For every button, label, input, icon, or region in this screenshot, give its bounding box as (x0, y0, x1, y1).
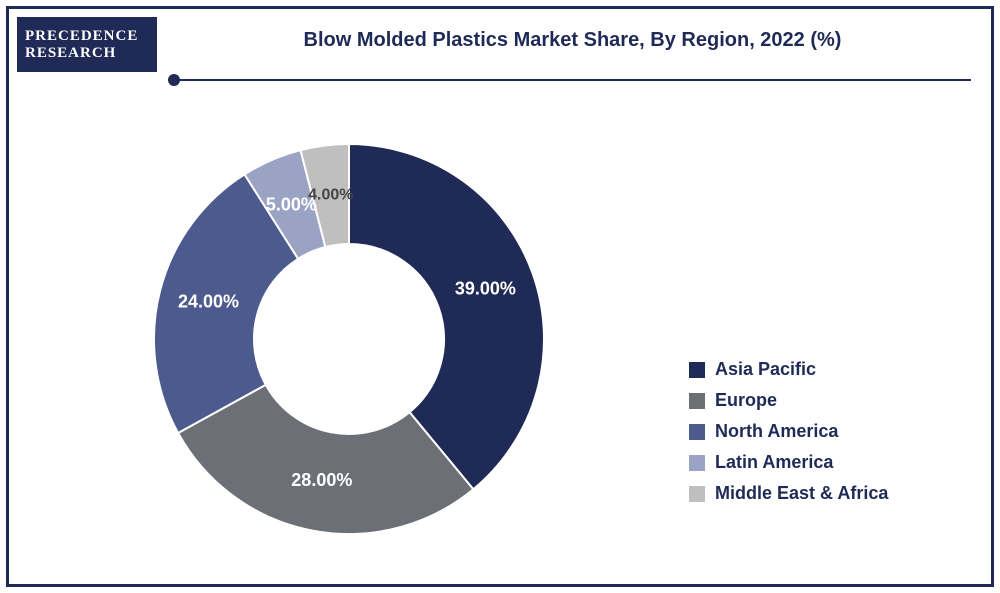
slice-label-north-america: 24.00% (178, 292, 239, 312)
legend-swatch (689, 486, 705, 502)
legend-item: Latin America (689, 452, 969, 473)
slice-label-europe: 28.00% (291, 470, 352, 490)
legend-item: Middle East & Africa (689, 483, 969, 504)
slice-label-middle-east-africa: 4.00% (308, 186, 353, 203)
legend-swatch (689, 455, 705, 471)
legend: Asia Pacific Europe North America Latin Ame… (689, 359, 969, 514)
legend-swatch (689, 362, 705, 378)
title-rule (174, 79, 971, 81)
slice-label-asia-pacific: 39.00% (455, 279, 516, 299)
legend-item: Europe (689, 390, 969, 411)
legend-label: Asia Pacific (715, 359, 816, 380)
legend-label: Latin America (715, 452, 833, 473)
legend-label: Middle East & Africa (715, 483, 888, 504)
legend-item: North America (689, 421, 969, 442)
legend-label: Europe (715, 390, 777, 411)
legend-label: North America (715, 421, 838, 442)
chart-title: Blow Molded Plastics Market Share, By Re… (174, 29, 971, 52)
donut-svg: 39.00%28.00%24.00%5.00%4.00% (49, 109, 649, 569)
legend-swatch (689, 424, 705, 440)
title-wrap: Blow Molded Plastics Market Share, By Re… (174, 29, 971, 52)
logo-line-2: RESEARCH (25, 45, 157, 62)
chart-frame: PRECEDENCE RESEARCH Blow Molded Plastics… (6, 6, 994, 587)
donut-chart: 39.00%28.00%24.00%5.00%4.00% (49, 109, 649, 569)
brand-logo: PRECEDENCE RESEARCH (17, 17, 157, 72)
logo-line-1: PRECEDENCE (25, 28, 157, 45)
legend-swatch (689, 393, 705, 409)
legend-item: Asia Pacific (689, 359, 969, 380)
